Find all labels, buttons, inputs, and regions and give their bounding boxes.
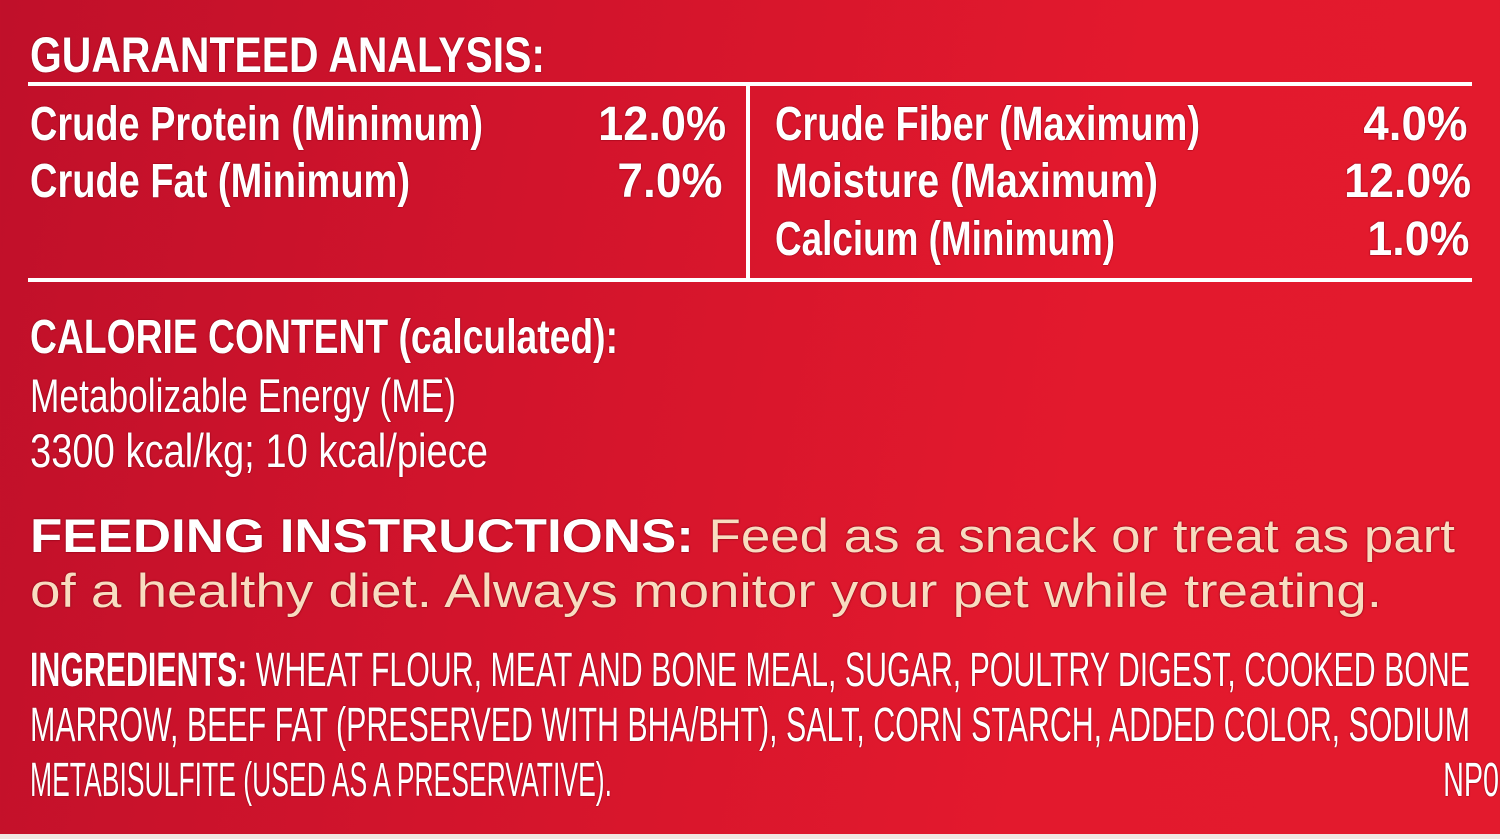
calorie-energy-label: Metabolizable Energy (ME) (30, 369, 456, 422)
nutrient-label-crude-protein: Crude Protein (Minimum) (30, 98, 483, 151)
feeding-instructions-text: Feed as a snack or treat as part (708, 509, 1455, 562)
nutrient-label-crude-fiber: Crude Fiber (Maximum) (775, 98, 1200, 151)
table-bottom-rule (28, 278, 1472, 282)
nutrient-value-crude-fiber: 4.0% (1363, 98, 1468, 151)
nutrient-label-calcium: Calcium (Minimum) (775, 213, 1115, 266)
table-top-rule (28, 82, 1472, 86)
nutrient-value-calcium: 1.0% (1367, 213, 1470, 266)
guaranteed-analysis-title: GUARANTEED ANALYSIS: (30, 27, 545, 83)
nutrient-value-crude-fat: 7.0% (617, 155, 723, 208)
ingredients-line-1: INGREDIENTS: WHEAT FLOUR, MEAT AND BONE … (30, 647, 1470, 695)
nutrient-value-crude-protein: 12.0% (598, 98, 727, 151)
table-column-divider (746, 84, 750, 280)
calorie-content-title: CALORIE CONTENT (calculated): (30, 311, 618, 364)
calorie-energy-value: 3300 kcal/kg; 10 kcal/piece (30, 424, 488, 477)
ingredients-text: WHEAT FLOUR, MEAT AND BONE MEAL, SUGAR, … (255, 644, 1470, 697)
ingredients-line-2: MARROW, BEEF FAT (PRESERVED WITH BHA/BHT… (30, 699, 1470, 752)
nutrient-value-moisture: 12.0% (1344, 155, 1472, 208)
feeding-instructions-line-2: of a healthy diet. Always monitor your p… (30, 564, 1382, 617)
product-code: NP05 (1443, 754, 1500, 807)
nutrient-label-crude-fat: Crude Fat (Minimum) (30, 155, 410, 208)
ingredients-label: INGREDIENTS: (30, 644, 248, 697)
ingredients-line-3: METABISULFITE (USED AS A PRESERVATIVE). (30, 754, 612, 807)
feeding-instructions-label: FEEDING INSTRUCTIONS: (30, 509, 694, 562)
feeding-instructions-line-1: FEEDING INSTRUCTIONS: Feed as a snack or… (30, 512, 1455, 559)
bottom-edge (0, 834, 1500, 839)
nutrient-label-moisture: Moisture (Maximum) (775, 155, 1158, 208)
